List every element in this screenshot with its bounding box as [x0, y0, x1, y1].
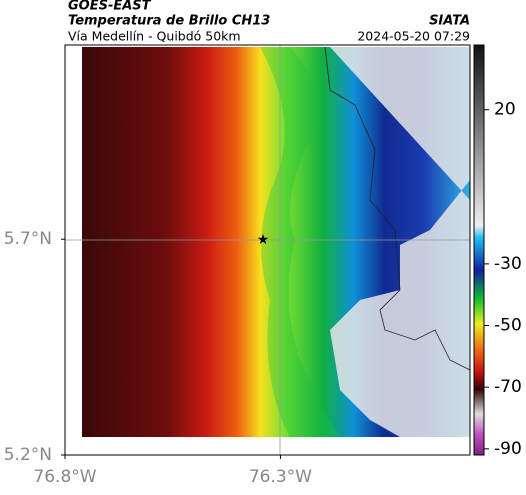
lat-tick-label: 5.7°N [4, 229, 52, 249]
brand: SIATA [429, 14, 470, 29]
timestamp: 2024-05-20 07:29 [357, 29, 470, 44]
lon-tick-label: 76.3°W [249, 467, 312, 487]
subtitle: Vía Medellín - Quibdó 50km [68, 29, 241, 44]
colorbar-tick-label: 20 [494, 100, 516, 120]
colorbar-tick-label: -90 [494, 439, 522, 459]
colorbar-tick-label: -70 [494, 377, 522, 397]
colorbar-tick-label: -30 [494, 254, 522, 274]
title: Temperatura de Brillo CH13 [68, 14, 270, 29]
border [324, 46, 471, 371]
map-frame: ★ [64, 44, 471, 456]
location-star: ★ [257, 232, 270, 248]
lat-tick-label: 5.2°N [4, 445, 52, 465]
cold-cloud [330, 47, 470, 437]
map-border [64, 44, 471, 456]
lon-tick-label: 76.8°W [33, 467, 96, 487]
source: GOES-EAST [68, 0, 152, 14]
colorbar-tick-label: -50 [494, 316, 522, 336]
colorbar [473, 44, 485, 456]
